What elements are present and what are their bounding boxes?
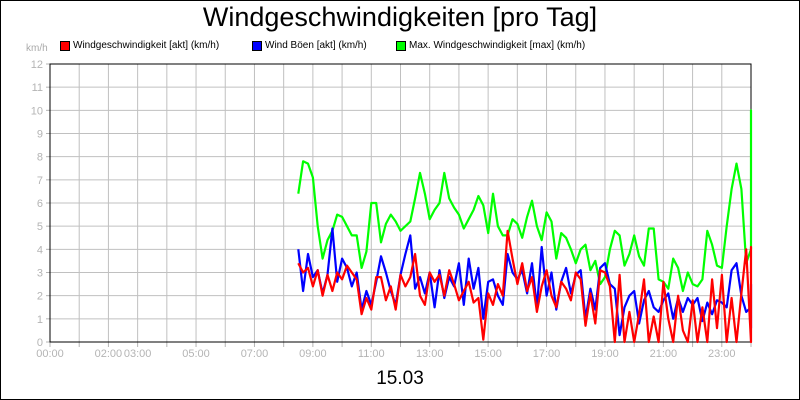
x-tick-label: 05:00 xyxy=(182,348,210,360)
x-tick-label: 00:00 xyxy=(36,348,64,360)
legend-item-wind-boeen: Wind Böen [akt] (km/h) xyxy=(252,40,367,51)
chart-title: Windgeschwindigkeiten [pro Tag] xyxy=(202,2,598,32)
y-axis-unit-label: km/h xyxy=(26,43,48,54)
series-line xyxy=(297,229,753,344)
legend-swatch-red xyxy=(60,40,70,51)
y-tick-label: 2 xyxy=(37,291,43,303)
legend-swatch-blue xyxy=(252,40,262,51)
y-tick-label: 1 xyxy=(37,314,43,326)
date-label: 15.03 xyxy=(376,368,424,389)
y-tick-label: 9 xyxy=(37,129,43,141)
x-tick-label: 15:00 xyxy=(474,348,502,360)
legend-item-max-windgeschwindigkeit: Max. Windgeschwindigkeit [max] (km/h) xyxy=(396,40,585,51)
x-tick-label: 23:00 xyxy=(708,348,736,360)
legend-label: Wind Böen [akt] (km/h) xyxy=(265,40,367,51)
y-tick-label: 4 xyxy=(37,244,43,256)
y-tick-label: 5 xyxy=(37,221,43,233)
y-tick-label: 8 xyxy=(37,152,43,164)
x-tick-label: 13:00 xyxy=(416,348,444,360)
y-tick-label: 12 xyxy=(31,59,43,71)
legend-label: Windgeschwindigkeit [akt] (km/h) xyxy=(73,40,220,51)
x-tick-label: 11:00 xyxy=(358,348,385,360)
x-tick-label: 09:00 xyxy=(299,348,327,360)
y-tick-label: 10 xyxy=(31,105,43,117)
x-tick-label: 17:00 xyxy=(533,348,561,360)
x-tick-label: 21:00 xyxy=(650,348,678,360)
y-tick-label: 0 xyxy=(37,337,43,349)
x-tick-label: 02:00 xyxy=(95,348,123,360)
series-line xyxy=(297,109,753,293)
x-tick-label: 19:00 xyxy=(591,348,619,360)
x-tick-label: 03:00 xyxy=(124,348,152,360)
x-tick-label: 07:00 xyxy=(241,348,269,360)
y-tick-label: 7 xyxy=(37,175,43,187)
y-tick-label: 11 xyxy=(32,82,43,94)
y-tick-label: 6 xyxy=(37,198,43,210)
legend-label: Max. Windgeschwindigkeit [max] (km/h) xyxy=(409,40,586,51)
y-tick-label: 3 xyxy=(37,268,43,280)
legend-swatch-green xyxy=(396,40,406,51)
legend-item-windgeschwindigkeit: Windgeschwindigkeit [akt] (km/h) xyxy=(60,40,219,51)
